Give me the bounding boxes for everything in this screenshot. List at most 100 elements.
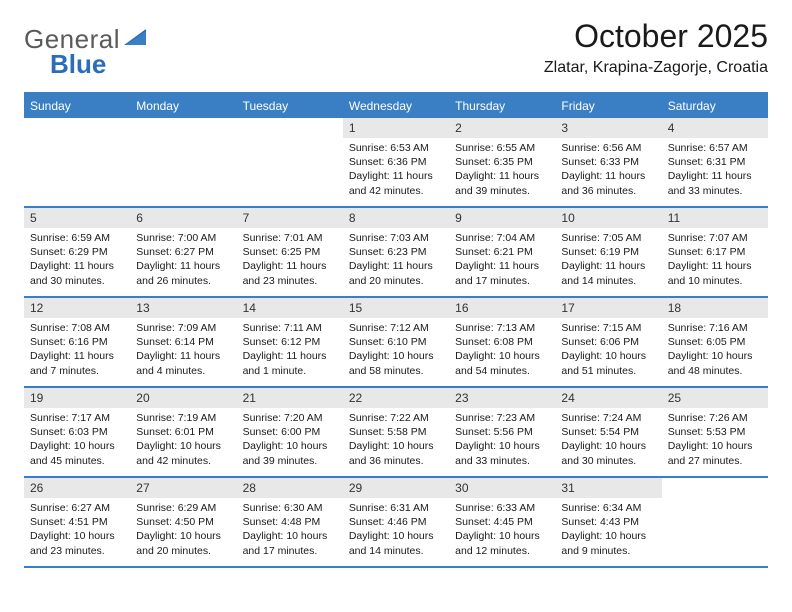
day-content: Sunrise: 6:27 AMSunset: 4:51 PMDaylight:… xyxy=(24,498,130,563)
sunrise-text: Sunrise: 7:07 AM xyxy=(668,231,762,245)
day-cell: 15Sunrise: 7:12 AMSunset: 6:10 PMDayligh… xyxy=(343,298,449,386)
calendar: Sunday Monday Tuesday Wednesday Thursday… xyxy=(24,92,768,568)
daylight-text: Daylight: 11 hours and 36 minutes. xyxy=(561,169,655,197)
weekday-header: Monday xyxy=(130,94,236,118)
sunrise-text: Sunrise: 7:04 AM xyxy=(455,231,549,245)
day-cell xyxy=(130,118,236,206)
day-number: 4 xyxy=(662,118,768,138)
daylight-text: Daylight: 11 hours and 23 minutes. xyxy=(243,259,337,287)
sunrise-text: Sunrise: 6:56 AM xyxy=(561,141,655,155)
daylight-text: Daylight: 11 hours and 39 minutes. xyxy=(455,169,549,197)
day-content: Sunrise: 7:09 AMSunset: 6:14 PMDaylight:… xyxy=(130,318,236,383)
sunrise-text: Sunrise: 6:34 AM xyxy=(561,501,655,515)
day-number: 24 xyxy=(555,388,661,408)
daylight-text: Daylight: 11 hours and 26 minutes. xyxy=(136,259,230,287)
sunrise-text: Sunrise: 7:00 AM xyxy=(136,231,230,245)
day-number: 17 xyxy=(555,298,661,318)
weekday-header: Thursday xyxy=(449,94,555,118)
day-cell: 25Sunrise: 7:26 AMSunset: 5:53 PMDayligh… xyxy=(662,388,768,476)
day-cell: 1Sunrise: 6:53 AMSunset: 6:36 PMDaylight… xyxy=(343,118,449,206)
day-cell: 26Sunrise: 6:27 AMSunset: 4:51 PMDayligh… xyxy=(24,478,130,566)
sunrise-text: Sunrise: 6:53 AM xyxy=(349,141,443,155)
sunset-text: Sunset: 6:31 PM xyxy=(668,155,762,169)
day-number: 12 xyxy=(24,298,130,318)
day-content: Sunrise: 6:56 AMSunset: 6:33 PMDaylight:… xyxy=(555,138,661,203)
day-cell: 13Sunrise: 7:09 AMSunset: 6:14 PMDayligh… xyxy=(130,298,236,386)
sunset-text: Sunset: 5:53 PM xyxy=(668,425,762,439)
day-cell xyxy=(662,478,768,566)
weeks-container: 1Sunrise: 6:53 AMSunset: 6:36 PMDaylight… xyxy=(24,118,768,568)
page: General Blue October 2025 Zlatar, Krapin… xyxy=(0,0,792,568)
sunrise-text: Sunrise: 7:03 AM xyxy=(349,231,443,245)
day-number: 25 xyxy=(662,388,768,408)
weekday-header: Friday xyxy=(555,94,661,118)
day-number: 2 xyxy=(449,118,555,138)
day-content: Sunrise: 6:59 AMSunset: 6:29 PMDaylight:… xyxy=(24,228,130,293)
day-content: Sunrise: 7:22 AMSunset: 5:58 PMDaylight:… xyxy=(343,408,449,473)
sunset-text: Sunset: 4:45 PM xyxy=(455,515,549,529)
sunset-text: Sunset: 5:56 PM xyxy=(455,425,549,439)
sunset-text: Sunset: 6:16 PM xyxy=(30,335,124,349)
day-cell: 22Sunrise: 7:22 AMSunset: 5:58 PMDayligh… xyxy=(343,388,449,476)
day-content: Sunrise: 6:53 AMSunset: 6:36 PMDaylight:… xyxy=(343,138,449,203)
sunrise-text: Sunrise: 6:27 AM xyxy=(30,501,124,515)
day-number: 23 xyxy=(449,388,555,408)
sunset-text: Sunset: 4:50 PM xyxy=(136,515,230,529)
sunset-text: Sunset: 6:19 PM xyxy=(561,245,655,259)
day-content: Sunrise: 7:26 AMSunset: 5:53 PMDaylight:… xyxy=(662,408,768,473)
day-cell: 18Sunrise: 7:16 AMSunset: 6:05 PMDayligh… xyxy=(662,298,768,386)
day-number: 10 xyxy=(555,208,661,228)
day-number: 11 xyxy=(662,208,768,228)
day-cell: 12Sunrise: 7:08 AMSunset: 6:16 PMDayligh… xyxy=(24,298,130,386)
day-cell: 9Sunrise: 7:04 AMSunset: 6:21 PMDaylight… xyxy=(449,208,555,296)
day-cell: 7Sunrise: 7:01 AMSunset: 6:25 PMDaylight… xyxy=(237,208,343,296)
day-number: 6 xyxy=(130,208,236,228)
day-cell xyxy=(24,118,130,206)
daylight-text: Daylight: 10 hours and 54 minutes. xyxy=(455,349,549,377)
day-content: Sunrise: 7:03 AMSunset: 6:23 PMDaylight:… xyxy=(343,228,449,293)
sunrise-text: Sunrise: 7:19 AM xyxy=(136,411,230,425)
day-cell: 2Sunrise: 6:55 AMSunset: 6:35 PMDaylight… xyxy=(449,118,555,206)
day-content: Sunrise: 7:07 AMSunset: 6:17 PMDaylight:… xyxy=(662,228,768,293)
daylight-text: Daylight: 10 hours and 33 minutes. xyxy=(455,439,549,467)
sunrise-text: Sunrise: 7:01 AM xyxy=(243,231,337,245)
sunset-text: Sunset: 6:17 PM xyxy=(668,245,762,259)
day-number xyxy=(237,118,343,138)
day-content: Sunrise: 7:08 AMSunset: 6:16 PMDaylight:… xyxy=(24,318,130,383)
day-cell: 30 Sunrise: 6:33 AMSunset: 4:45 PMDayligh… xyxy=(449,478,555,566)
day-content: Sunrise: 7:05 AMSunset: 6:19 PMDaylight:… xyxy=(555,228,661,293)
daylight-text: Daylight: 11 hours and 10 minutes. xyxy=(668,259,762,287)
day-number: 26 xyxy=(24,478,130,498)
day-number xyxy=(130,118,236,138)
daylight-text: Daylight: 10 hours and 58 minutes. xyxy=(349,349,443,377)
day-content: Sunrise: 7:01 AMSunset: 6:25 PMDaylight:… xyxy=(237,228,343,293)
day-content: Sunrise: 7:20 AMSunset: 6:00 PMDaylight:… xyxy=(237,408,343,473)
day-number: 3 xyxy=(555,118,661,138)
day-content: Sunrise: 6:30 AMSunset: 4:48 PMDaylight:… xyxy=(237,498,343,563)
day-cell: 3Sunrise: 6:56 AMSunset: 6:33 PMDaylight… xyxy=(555,118,661,206)
day-content: Sunrise: 7:11 AMSunset: 6:12 PMDaylight:… xyxy=(237,318,343,383)
daylight-text: Daylight: 10 hours and 20 minutes. xyxy=(136,529,230,557)
sunrise-text: Sunrise: 6:33 AM xyxy=(455,501,549,515)
day-number: 30 xyxy=(449,478,555,498)
day-number: 16 xyxy=(449,298,555,318)
day-number: 8 xyxy=(343,208,449,228)
location-text: Zlatar, Krapina-Zagorje, Croatia xyxy=(544,59,768,77)
week-row: 1Sunrise: 6:53 AMSunset: 6:36 PMDaylight… xyxy=(24,118,768,208)
day-content: Sunrise: 7:12 AMSunset: 6:10 PMDaylight:… xyxy=(343,318,449,383)
day-number: 21 xyxy=(237,388,343,408)
sunset-text: Sunset: 6:35 PM xyxy=(455,155,549,169)
sunset-text: Sunset: 6:06 PM xyxy=(561,335,655,349)
sunrise-text: Sunrise: 7:22 AM xyxy=(349,411,443,425)
day-number: 27 xyxy=(130,478,236,498)
daylight-text: Daylight: 10 hours and 12 minutes. xyxy=(455,529,549,557)
day-cell: 11Sunrise: 7:07 AMSunset: 6:17 PMDayligh… xyxy=(662,208,768,296)
day-number: 13 xyxy=(130,298,236,318)
day-cell: 19Sunrise: 7:17 AMSunset: 6:03 PMDayligh… xyxy=(24,388,130,476)
sunset-text: Sunset: 6:12 PM xyxy=(243,335,337,349)
daylight-text: Daylight: 10 hours and 36 minutes. xyxy=(349,439,443,467)
day-cell xyxy=(237,118,343,206)
day-number: 7 xyxy=(237,208,343,228)
day-content: Sunrise: 6:55 AMSunset: 6:35 PMDaylight:… xyxy=(449,138,555,203)
day-number: 18 xyxy=(662,298,768,318)
